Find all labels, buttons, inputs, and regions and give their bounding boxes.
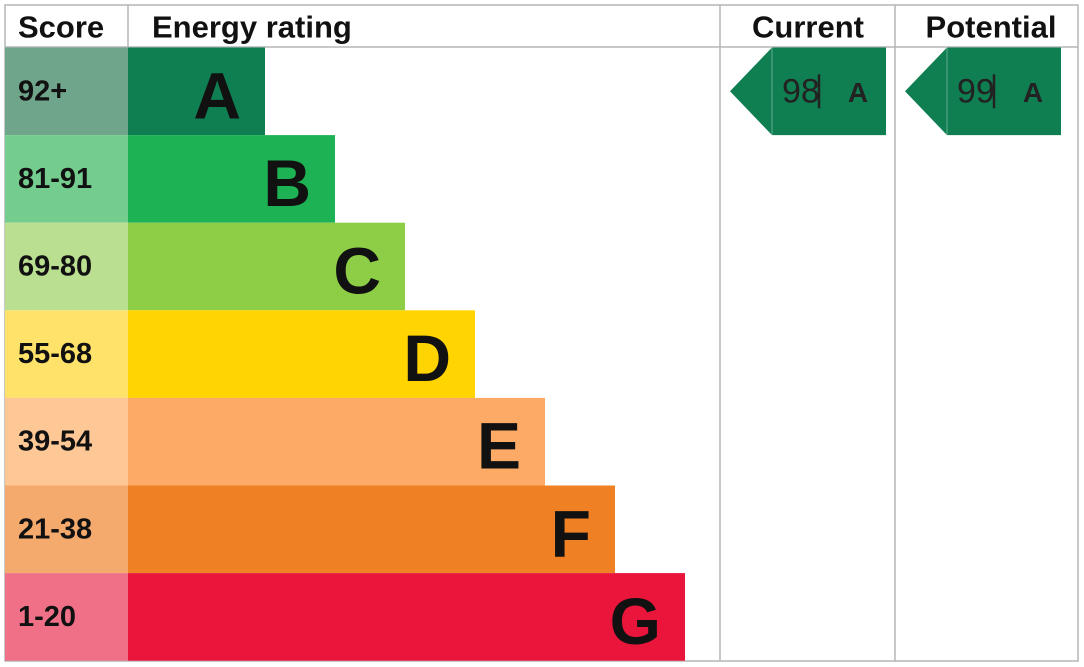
rating-letter: G (610, 584, 661, 658)
rating-letter: F (551, 496, 591, 570)
score-label: 1-20 (18, 601, 76, 633)
score-cell (5, 135, 128, 223)
rating-letter: B (263, 146, 311, 220)
rating-letter: D (403, 321, 451, 395)
score-cell (5, 485, 128, 574)
score-cell (5, 222, 128, 311)
header-score: Score (18, 10, 104, 45)
current-letter: A (848, 77, 868, 108)
rating-bar (128, 222, 405, 311)
rating-bar (128, 310, 475, 398)
score-cell (5, 573, 128, 661)
score-label: 21-38 (18, 513, 92, 545)
potential-arrow (905, 47, 1061, 136)
score-label: 55-68 (18, 338, 92, 370)
rating-bar (128, 485, 615, 574)
rating-bar (128, 47, 265, 136)
rating-bar (128, 573, 685, 661)
rating-letter: E (477, 409, 521, 483)
score-cell (5, 397, 128, 486)
score-label: 39-54 (18, 426, 92, 458)
potential-letter: A (1023, 77, 1043, 108)
rating-letter: C (333, 234, 381, 308)
score-label: 92+ (18, 75, 67, 107)
arrows: 98 A 99 A (730, 47, 1061, 136)
potential-value: 99 (957, 72, 995, 110)
header-rating: Energy rating (152, 10, 352, 45)
rating-bar (128, 397, 545, 486)
header-potential: Potential (926, 10, 1057, 45)
current-value: 98 (782, 72, 820, 110)
rating-bar (128, 135, 335, 223)
score-cell (5, 47, 128, 136)
current-arrow (730, 47, 886, 136)
score-label: 69-80 (18, 251, 92, 283)
score-cell (5, 310, 128, 398)
rating-letter: A (193, 58, 241, 132)
score-label: 81-91 (18, 163, 92, 195)
header-current: Current (752, 10, 864, 45)
bands: 92+ A 81-91 B 69-80 C 55-68 D 39-54 E 21-38 F 1-20 G (5, 47, 685, 661)
